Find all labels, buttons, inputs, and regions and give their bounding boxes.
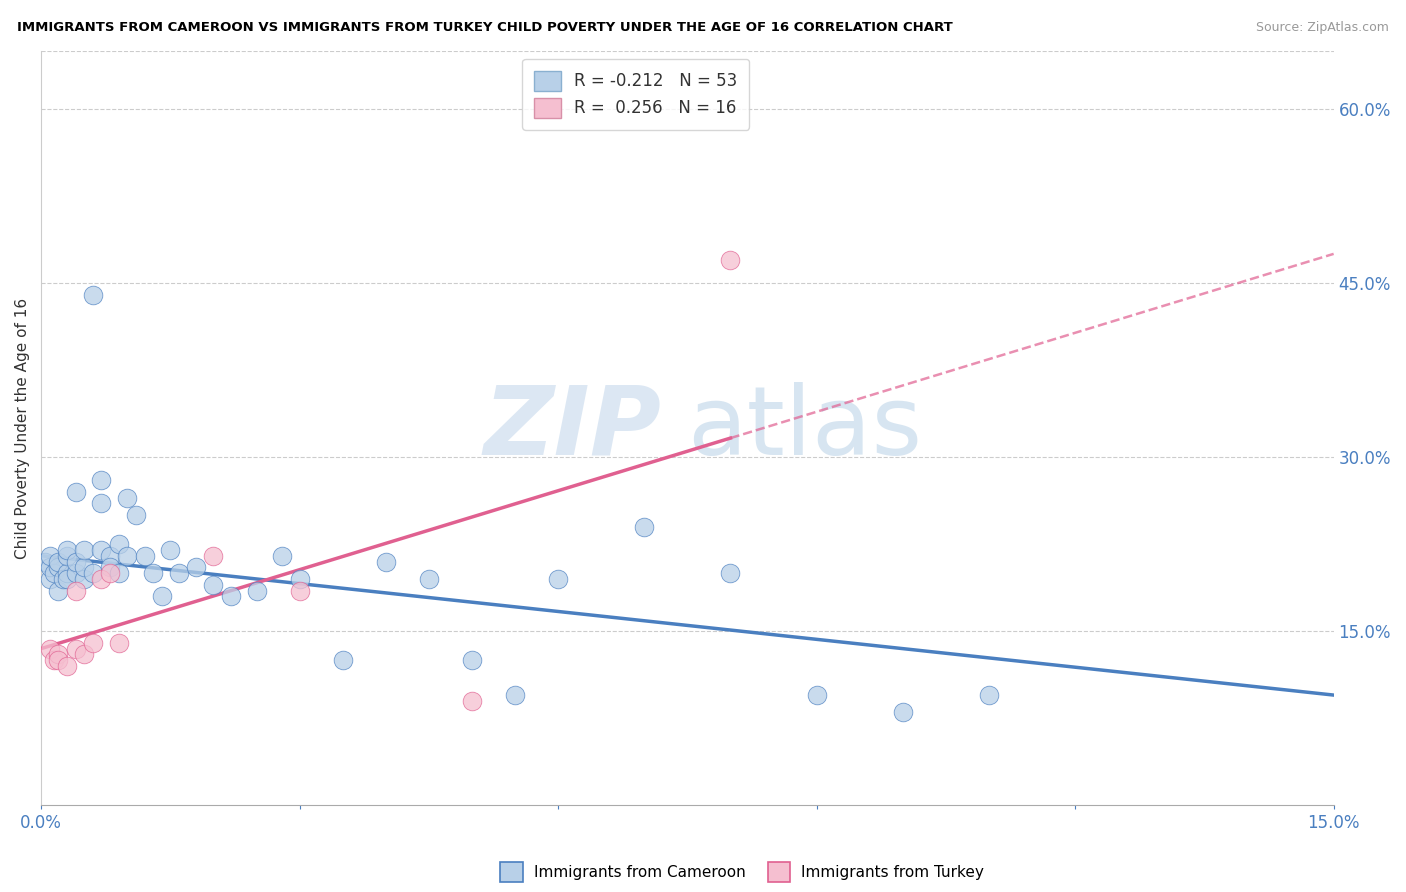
Point	[65, 484, 87, 499]
Point	[46, 560, 69, 574]
Point	[65, 641, 87, 656]
Point	[56, 659, 79, 673]
Point	[117, 549, 139, 563]
Point	[418, 572, 440, 586]
Text: ZIP: ZIP	[484, 382, 662, 475]
Point	[56, 572, 79, 586]
Point	[46, 555, 69, 569]
Point	[117, 491, 139, 505]
Text: IMMIGRANTS FROM CAMEROON VS IMMIGRANTS FROM TURKEY CHILD POVERTY UNDER THE AGE O: IMMIGRANTS FROM CAMEROON VS IMMIGRANTS F…	[17, 21, 953, 34]
Point	[461, 653, 484, 667]
Point	[90, 496, 112, 510]
Point	[125, 508, 148, 522]
Text: Source: ZipAtlas.com: Source: ZipAtlas.com	[1256, 21, 1389, 34]
Point	[73, 648, 96, 662]
Point	[219, 590, 242, 604]
Point	[56, 566, 79, 581]
Point	[891, 706, 914, 720]
Point	[38, 560, 60, 574]
Point	[977, 688, 1000, 702]
Y-axis label: Child Poverty Under the Age of 16: Child Poverty Under the Age of 16	[15, 297, 30, 558]
Point	[374, 555, 396, 569]
Point	[98, 566, 121, 581]
Text: atlas: atlas	[688, 382, 922, 475]
Point	[34, 555, 56, 569]
Point	[202, 578, 225, 592]
Point	[503, 688, 526, 702]
Point	[38, 572, 60, 586]
Point	[806, 688, 828, 702]
Point	[65, 566, 87, 581]
Point	[720, 252, 742, 267]
Point	[134, 549, 156, 563]
Point	[90, 543, 112, 558]
Point	[159, 543, 181, 558]
Point	[271, 549, 294, 563]
Point	[42, 566, 65, 581]
Point	[46, 583, 69, 598]
Point	[332, 653, 354, 667]
Point	[56, 549, 79, 563]
Point	[90, 572, 112, 586]
Point	[107, 537, 129, 551]
Point	[547, 572, 569, 586]
Point	[288, 572, 311, 586]
Point	[82, 566, 104, 581]
Point	[38, 641, 60, 656]
Point	[46, 648, 69, 662]
Point	[38, 549, 60, 563]
Point	[82, 636, 104, 650]
Point	[90, 473, 112, 487]
Point	[42, 653, 65, 667]
Point	[107, 566, 129, 581]
Point	[245, 583, 267, 598]
Point	[82, 287, 104, 301]
Point	[202, 549, 225, 563]
Text: Immigrants from Cameroon: Immigrants from Cameroon	[534, 865, 747, 880]
Point	[73, 572, 96, 586]
Point	[73, 543, 96, 558]
Point	[167, 566, 190, 581]
Point	[73, 560, 96, 574]
Point	[186, 560, 208, 574]
FancyBboxPatch shape	[768, 862, 790, 882]
Point	[142, 566, 165, 581]
Text: Immigrants from Turkey: Immigrants from Turkey	[801, 865, 984, 880]
Point	[288, 583, 311, 598]
Point	[98, 549, 121, 563]
FancyBboxPatch shape	[501, 862, 523, 882]
Point	[107, 636, 129, 650]
Point	[65, 583, 87, 598]
Point	[98, 560, 121, 574]
Point	[65, 555, 87, 569]
Point	[52, 572, 75, 586]
Point	[633, 519, 655, 533]
Point	[150, 590, 173, 604]
Point	[46, 653, 69, 667]
Point	[56, 543, 79, 558]
Point	[720, 566, 742, 581]
Point	[461, 694, 484, 708]
Legend: R = -0.212   N = 53, R =  0.256   N = 16: R = -0.212 N = 53, R = 0.256 N = 16	[523, 59, 749, 129]
